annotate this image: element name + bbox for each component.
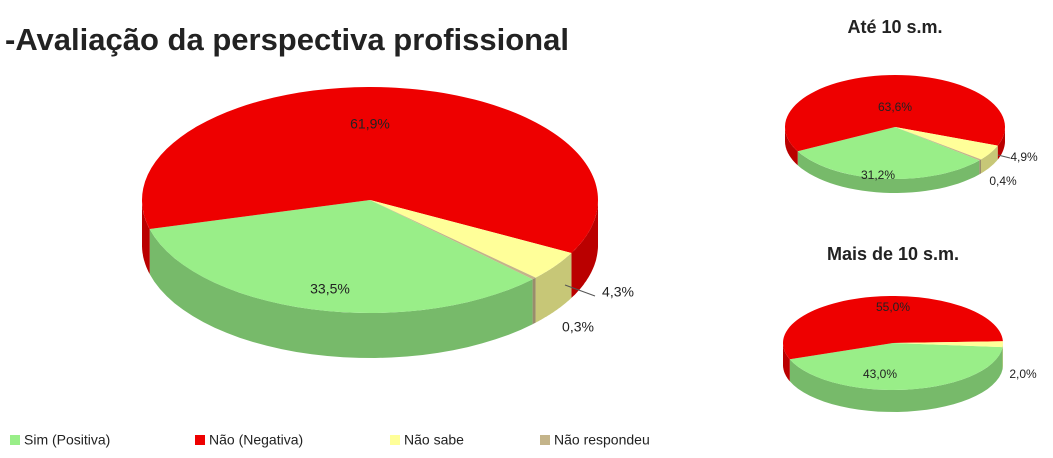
legend-swatch <box>10 435 20 445</box>
pie-title: Até 10 s.m. <box>847 17 942 37</box>
slice <box>149 200 533 313</box>
pie-title: Mais de 10 s.m. <box>827 244 959 264</box>
legend-label: Não (Negativa) <box>209 432 303 448</box>
slice-side <box>783 343 790 382</box>
slice <box>141 86 598 253</box>
leader-line <box>997 154 1011 159</box>
data-label: 31,2% <box>861 168 895 182</box>
pie-chart: 33,5% 61,9% 4,3% 0,3% <box>141 86 634 358</box>
slice <box>789 343 1003 390</box>
slice-side <box>797 151 980 193</box>
slice-side <box>532 277 536 325</box>
data-label: 4,3% <box>602 284 634 300</box>
slice <box>797 127 980 180</box>
data-label: 43,0% <box>863 367 897 381</box>
slice-side <box>981 145 998 174</box>
data-label: 63,6% <box>878 100 912 114</box>
legend-label: Não respondeu <box>554 432 650 448</box>
slice-side <box>535 252 572 323</box>
data-label: 55,0% <box>876 300 910 314</box>
page-title: -Avaliação da perspectiva profissional <box>5 22 569 57</box>
slice <box>370 200 572 278</box>
slice <box>893 341 1003 348</box>
legend-label: Não sabe <box>404 432 464 448</box>
data-label: 61,9% <box>350 116 390 132</box>
legend-label: Sim (Positiva) <box>24 432 110 448</box>
data-label: 33,5% <box>310 281 350 297</box>
slice-side <box>789 347 1003 412</box>
pie-chart: Mais de 10 s.m. 43,0% 55,0% 2,0% <box>783 244 1037 412</box>
data-label: 2,0% <box>1009 367 1037 381</box>
pie-chart: Até 10 s.m. 31,2% 63,6% 4,9% 0,4% <box>785 17 1038 193</box>
slice-side <box>997 127 1005 160</box>
slice <box>895 127 998 160</box>
slice <box>783 296 1003 360</box>
slice-side <box>785 127 798 166</box>
slice-side <box>142 200 150 275</box>
legend-swatch <box>195 435 205 445</box>
slice <box>895 127 982 161</box>
data-label: 4,9% <box>1010 150 1038 164</box>
data-label: 0,3% <box>562 319 594 335</box>
slice <box>370 200 536 280</box>
slice-side <box>571 200 598 298</box>
slice-side <box>979 159 981 175</box>
legend-swatch <box>540 435 550 445</box>
slice-side <box>149 229 533 358</box>
legend-swatch <box>390 435 400 445</box>
data-label: 0,4% <box>989 174 1017 188</box>
leader-line <box>564 284 596 297</box>
slice <box>785 75 1005 152</box>
